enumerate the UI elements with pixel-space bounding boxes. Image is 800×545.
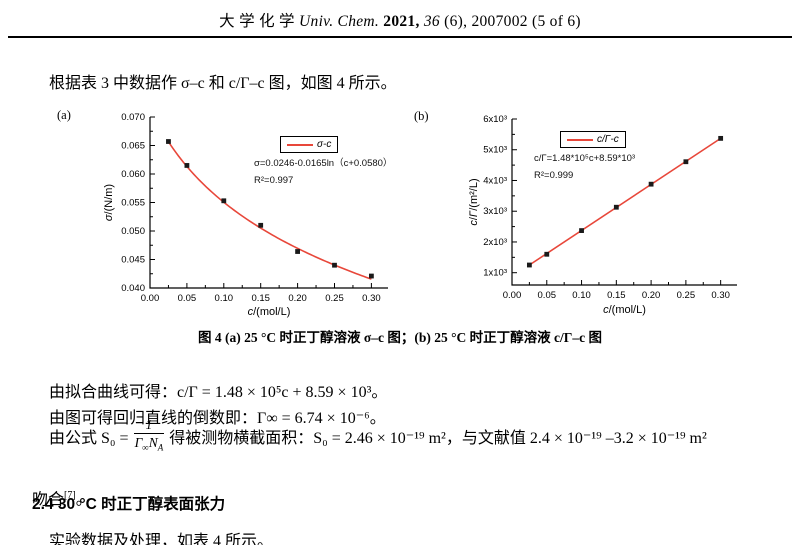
svg-text:0.00: 0.00 <box>503 290 522 301</box>
journal-header: 大 学 化 学 Univ. Chem. 2021, 36 (6), 200700… <box>0 9 800 31</box>
chart-b-legend: c/Γ-c <box>560 131 626 148</box>
a-subscript: A <box>157 442 164 453</box>
s0-formula-paragraph: 由公式 S₀ = 1 Γ∞NA 得被测物横截面积：S₀ = 2.46 × 10⁻… <box>32 416 707 457</box>
chart-a-annotation: σ=0.0246-0.0165ln（c+0.0580） R²=0.997 <box>254 155 392 189</box>
fit-equation: σ=0.0246-0.0165ln（c+0.0580） <box>254 158 393 169</box>
citation-7: [7] <box>64 490 76 501</box>
section-2-4-heading: 2.4 30 °C 时正丁醇表面张力 <box>32 496 226 513</box>
closing-paragraph: 实验数据及处理，如表 4 所示。 <box>49 533 274 545</box>
legend-line-sample <box>287 143 313 146</box>
figure-4: (a) (b) 0.00 0.05 0.10 0.15 0.20 0.25 0.30 0.04… <box>0 100 800 326</box>
gamma-inf-paragraph: 由图可得回归直线的倒数即：Γ∞ = 6.74 × 10⁻⁶。 <box>49 410 386 427</box>
svg-text:0.065: 0.065 <box>121 141 145 152</box>
figure-caption: 图 4 (a) 25 °C 时正丁醇溶液 σ–c 图；(b) 25 °C 时正丁… <box>198 330 602 345</box>
journal-name-en: Univ. Chem. <box>299 13 384 30</box>
svg-text:0.10: 0.10 <box>572 290 591 301</box>
svg-text:c/(mol/L): c/(mol/L) <box>248 306 291 318</box>
chart-b-annotation: c/Γ=1.48*10⁵c+8.59*10³ R²=0.999 <box>534 150 635 184</box>
legend-line-sample <box>567 138 593 141</box>
svg-text:4x10³: 4x10³ <box>483 175 507 186</box>
svg-text:0.15: 0.15 <box>607 290 626 301</box>
svg-text:5x10³: 5x10³ <box>483 145 507 156</box>
legend-label: σ-c <box>317 139 332 150</box>
journal-name-cn: 大 学 化 学 <box>219 13 300 30</box>
svg-text:3x10³: 3x10³ <box>483 206 507 217</box>
svg-text:σ/(N/m): σ/(N/m) <box>103 184 115 221</box>
svg-text:0.05: 0.05 <box>178 293 197 304</box>
gamma-symbol: Γ <box>134 435 143 450</box>
svg-text:0.25: 0.25 <box>325 293 344 304</box>
panel-b-label: (b) <box>414 109 429 123</box>
legend-label: c/Γ-c <box>597 134 619 145</box>
svg-text:c/(mol/L): c/(mol/L) <box>603 304 646 316</box>
formula-prefix: 由公式 S₀ = <box>49 430 129 448</box>
fit-equation: c/Γ=1.48*10⁵c+8.59*10³ <box>534 153 636 164</box>
svg-text:0.050: 0.050 <box>121 226 145 237</box>
ref-period: 。 <box>75 491 92 509</box>
panel-a-label: (a) <box>57 108 71 122</box>
infinity-subscript: ∞ <box>142 442 149 453</box>
svg-text:0.25: 0.25 <box>677 290 696 301</box>
svg-text:6x10³: 6x10³ <box>483 114 507 125</box>
formula-suffix: 得被测物横截面积：S₀ = 2.46 × 10⁻¹⁹ m²，与文献值 2.4 ×… <box>169 430 707 448</box>
journal-issue-info: (6), 2007002 (5 of 6) <box>439 13 581 30</box>
svg-text:2x10³: 2x10³ <box>483 237 507 248</box>
fraction-numerator: 1 <box>133 416 165 434</box>
svg-text:1x10³: 1x10³ <box>483 268 507 279</box>
svg-text:0.15: 0.15 <box>251 293 270 304</box>
svg-text:0.060: 0.060 <box>121 169 145 180</box>
header-divider <box>8 36 792 38</box>
svg-text:0.20: 0.20 <box>642 290 661 301</box>
chart-a-legend: σ-c <box>280 136 339 153</box>
fit-result-paragraph: 由拟合曲线可得：c/Γ = 1.48 × 10⁵c + 8.59 × 10³。 <box>49 384 388 401</box>
svg-text:0.040: 0.040 <box>121 283 145 294</box>
svg-text:0.20: 0.20 <box>288 293 307 304</box>
journal-volume: 36 <box>423 13 440 30</box>
svg-text:0.30: 0.30 <box>711 290 730 301</box>
sigma-c-chart: 0.00 0.05 0.10 0.15 0.20 0.25 0.30 0.040 0.045 0.… <box>103 112 388 318</box>
fraction-denominator: Γ∞NA <box>135 434 164 457</box>
svg-text:0.30: 0.30 <box>362 293 381 304</box>
svg-text:0.055: 0.055 <box>121 198 145 209</box>
journal-year: 2021, <box>383 13 424 30</box>
c-over-gamma-chart: 0.00 0.05 0.10 0.15 0.20 0.25 0.30 1x10³ 2x10³ 3x… <box>468 114 737 316</box>
svg-text:0.045: 0.045 <box>121 255 145 266</box>
intro-paragraph: 根据表 3 中数据作 σ–c 和 c/Γ–c 图，如图 4 所示。 <box>49 75 397 92</box>
r-squared: R²=0.997 <box>254 175 294 186</box>
ref-text: 吻合 <box>32 491 65 509</box>
fraction: 1 Γ∞NA <box>133 416 165 457</box>
reference-line: 吻合[7]。 <box>32 485 782 510</box>
r-squared: R²=0.999 <box>534 170 574 181</box>
svg-text:0.070: 0.070 <box>121 112 145 123</box>
svg-text:0.00: 0.00 <box>141 293 160 304</box>
svg-text:0.10: 0.10 <box>215 293 234 304</box>
avogadro-symbol: N <box>148 435 158 450</box>
svg-text:0.05: 0.05 <box>538 290 557 301</box>
svg-text:c/Γ/(m²/L): c/Γ/(m²/L) <box>468 178 480 225</box>
